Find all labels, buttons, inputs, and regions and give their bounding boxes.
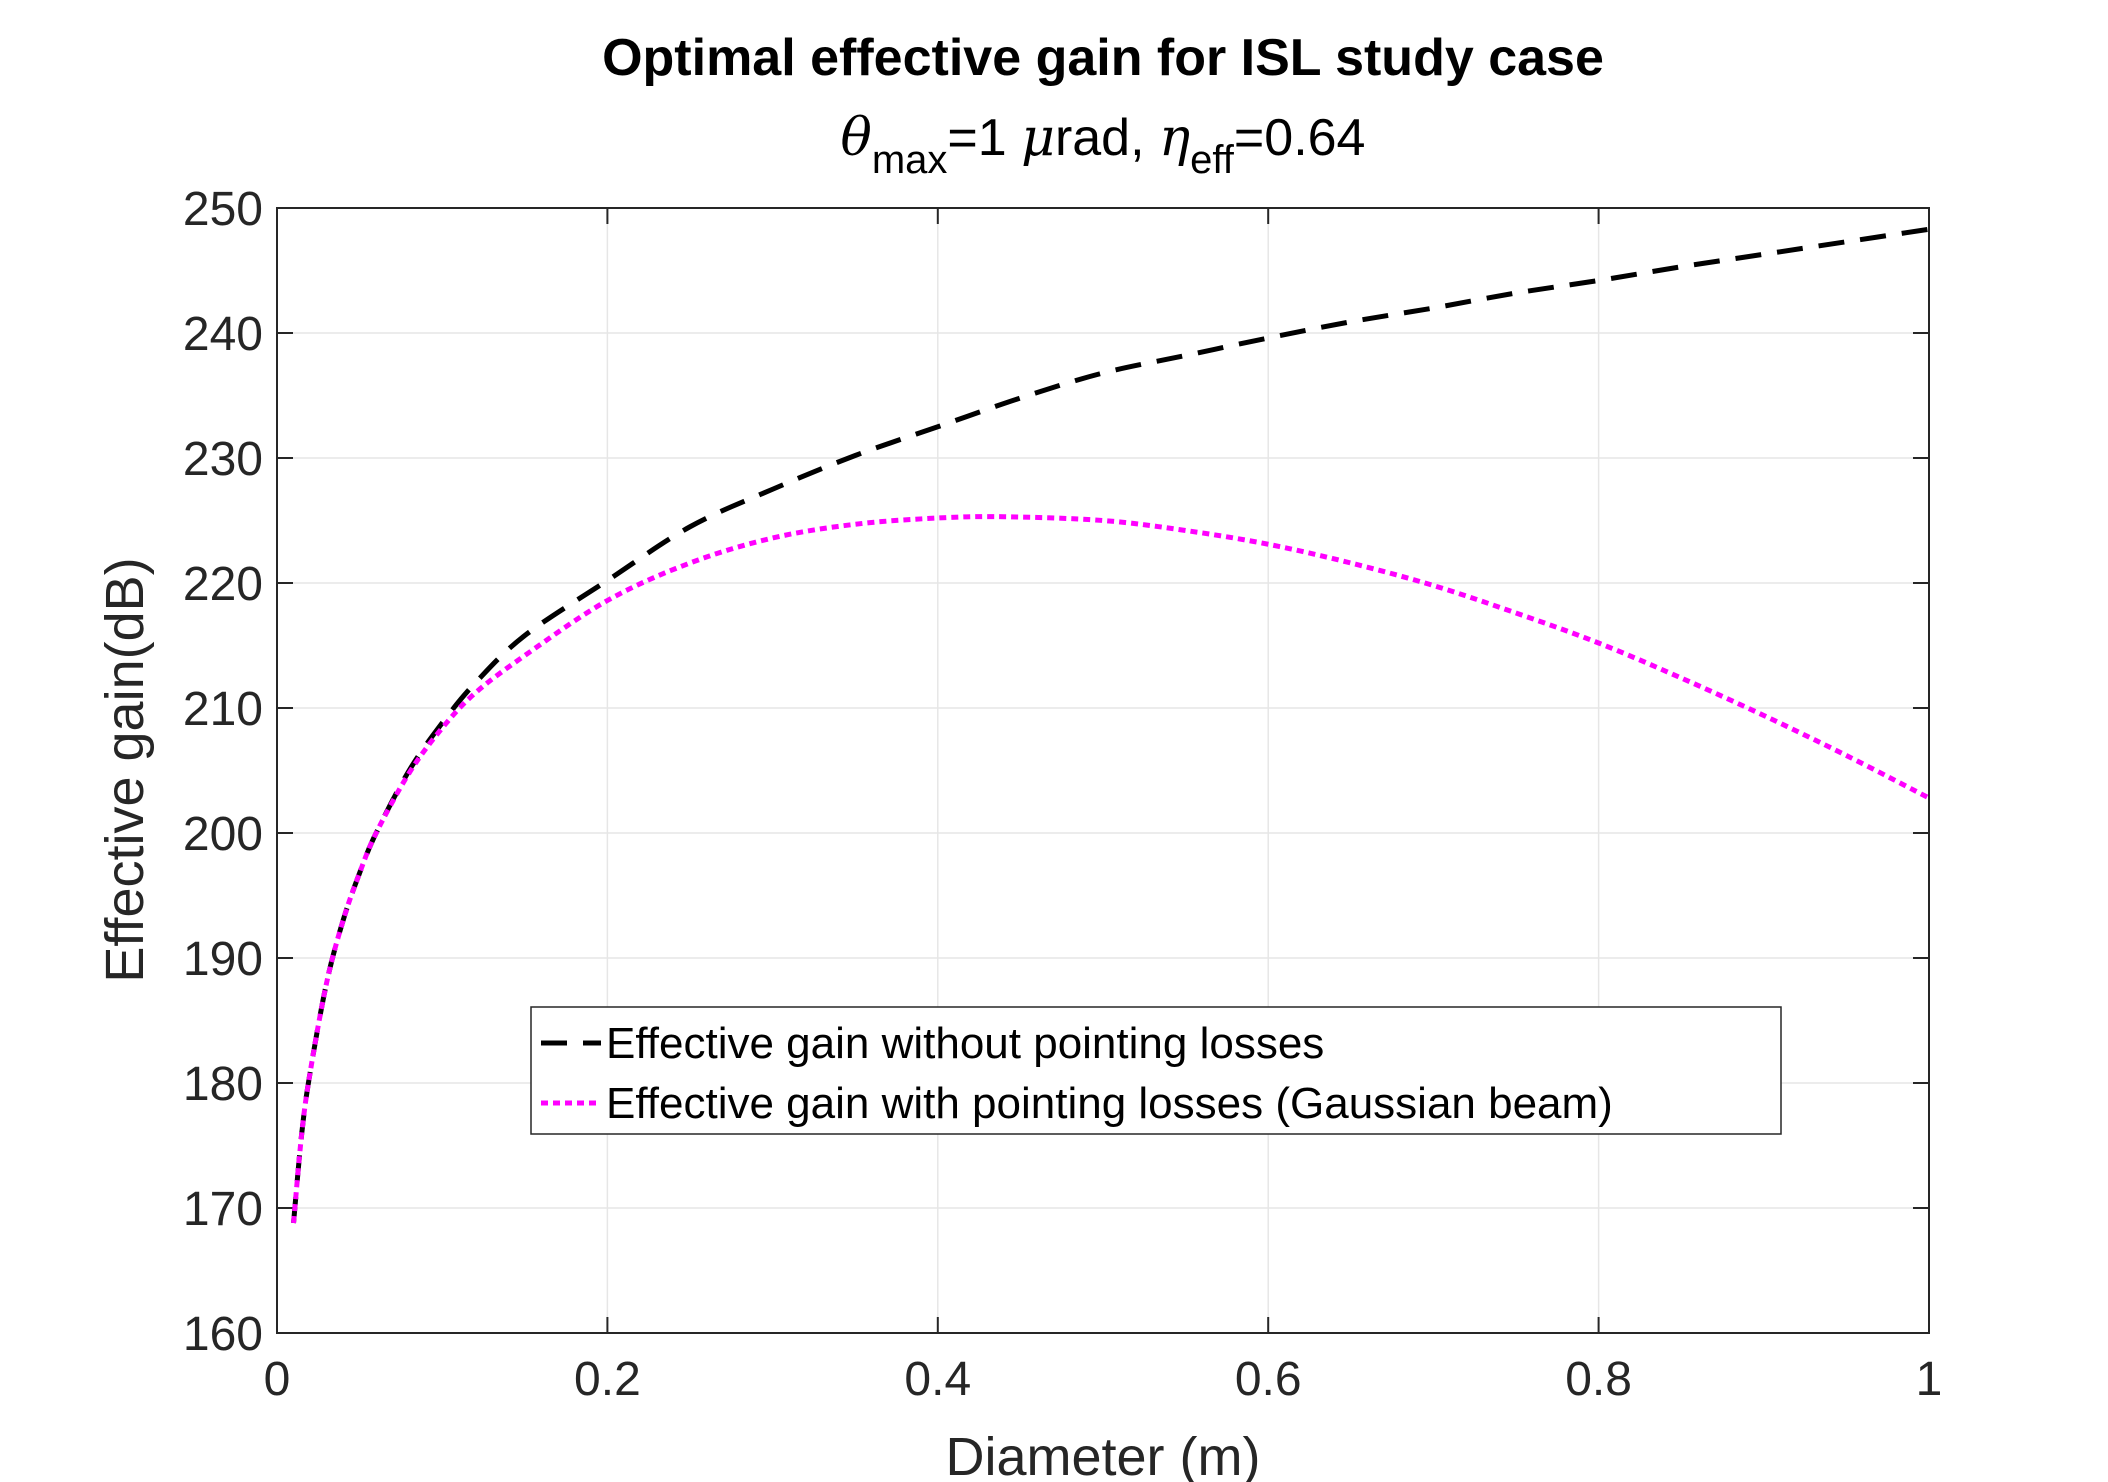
legend-label-with-losses: Effective gain with pointing losses (Gau… xyxy=(606,1079,1613,1128)
x-tick-label: 0 xyxy=(264,1353,291,1406)
y-tick-label: 190 xyxy=(183,933,263,986)
chart-subtitle: θmax=1 μrad, ηeff=0.64 xyxy=(841,108,1366,182)
legend-box xyxy=(530,1006,1782,1135)
x-tick-label: 0.2 xyxy=(574,1353,641,1406)
theta-subscript: max xyxy=(872,138,948,182)
y-tick-label: 180 xyxy=(183,1058,263,1111)
series-line-without-pointing-losses xyxy=(291,226,1930,1224)
eta-value: =0.64 xyxy=(1234,109,1366,167)
y-tick-label: 210 xyxy=(183,683,263,736)
y-axis-label: Effective gain(dB) xyxy=(95,557,155,982)
unit-tail: rad, xyxy=(1055,109,1159,167)
legend-label-without-losses: Effective gain without pointing losses xyxy=(606,1019,1324,1068)
x-tick-label: 1 xyxy=(1916,1353,1943,1406)
chart-title: Optimal effective gain for ISL study cas… xyxy=(602,29,1604,87)
theta-symbol: θ xyxy=(841,108,872,168)
y-tick-label: 230 xyxy=(183,433,263,486)
plot-area xyxy=(277,208,1929,1333)
y-tick-label: 220 xyxy=(183,558,263,611)
legend: Effective gain without pointing losses E… xyxy=(530,1006,1782,1135)
x-tick-label: 0.4 xyxy=(904,1353,971,1406)
series-line-with-pointing-losses xyxy=(291,514,1931,1224)
y-tick-label: 170 xyxy=(183,1183,263,1236)
y-tick-label: 200 xyxy=(183,808,263,861)
series-lines xyxy=(291,226,1931,1224)
x-tick-label: 0.8 xyxy=(1565,1353,1632,1406)
y-tick-label: 250 xyxy=(183,183,263,236)
eta-subscript: eff xyxy=(1190,138,1235,182)
axes-box xyxy=(276,207,1930,1334)
x-tick-labels: 0 0.2 0.4 0.6 0.8 1 xyxy=(264,1353,1943,1406)
y-tick-label: 240 xyxy=(183,308,263,361)
x-tick-label: 0.6 xyxy=(1235,1353,1302,1406)
y-tick-labels: 160 170 180 190 200 210 220 230 240 250 xyxy=(183,183,263,1361)
eta-symbol: η xyxy=(1159,108,1190,168)
theta-value: =1 xyxy=(947,109,1021,167)
x-axis-label: Diameter (m) xyxy=(945,1427,1260,1482)
mu-symbol: μ xyxy=(1021,108,1055,168)
y-tick-label: 160 xyxy=(183,1308,263,1361)
